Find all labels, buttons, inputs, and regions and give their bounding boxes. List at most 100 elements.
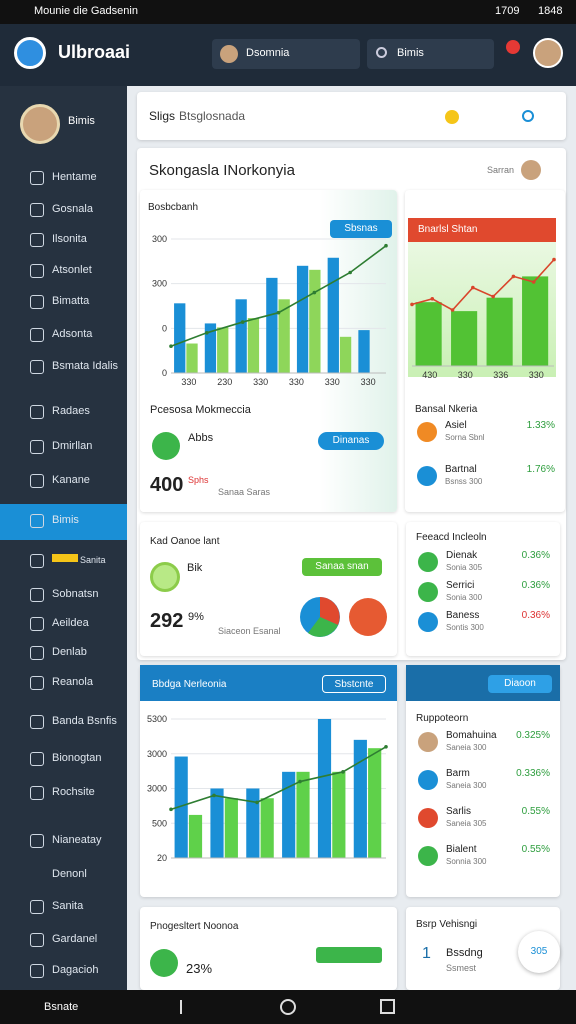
menu-icon [30, 715, 44, 729]
metric-label: Abbs [188, 432, 214, 444]
line-point [312, 290, 317, 295]
line-point [255, 800, 259, 805]
status-bar: Mounie die Gadsenin 1709 1848 [0, 0, 576, 24]
menu-icon [30, 676, 44, 690]
search-box[interactable]: Dsomnia [212, 39, 360, 69]
bar [522, 276, 549, 366]
x-tick-label: 330 [458, 370, 473, 380]
card-title: Bansal Nkeria [415, 404, 478, 415]
x-tick-label: 330 [289, 377, 304, 387]
button[interactable]: Dinanas [318, 432, 384, 450]
menu-item[interactable]: Atsonlet [52, 264, 92, 276]
recent-button[interactable] [380, 999, 395, 1014]
menu-icon [30, 440, 44, 454]
row-value: 0.55% [521, 806, 550, 817]
pie-graphic [300, 597, 387, 637]
bar [188, 814, 203, 858]
menu-icon [30, 405, 44, 419]
menu: Hentame Gosnala Ilsonita Atsonlet Bimatta Ads… [0, 86, 127, 990]
x-tick-label: 430 [422, 370, 437, 380]
button[interactable]: Sanaa snan [302, 558, 382, 576]
logo[interactable] [14, 37, 46, 69]
menu-item[interactable]: Dagacioh [52, 964, 99, 976]
row-name: Baness [446, 610, 480, 621]
user-avatar[interactable] [533, 38, 563, 68]
menu-item[interactable]: Denlab [52, 646, 87, 658]
menu-icon [30, 233, 44, 247]
rank-sub: Ssmest [446, 963, 477, 973]
trend-line [170, 746, 387, 811]
row-icon [418, 770, 438, 790]
home-button[interactable] [280, 999, 296, 1015]
pie-note: Siaceon Esanal [218, 626, 281, 636]
line-point [341, 770, 345, 774]
y-tick-label: 0 [162, 368, 167, 378]
notification[interactable] [506, 40, 520, 54]
menu-item[interactable]: Radaes [52, 405, 90, 417]
menu-item[interactable]: Adsonta [52, 328, 93, 340]
button[interactable]: Sbstcnte [322, 675, 386, 693]
menu-icon [30, 171, 44, 185]
menu-item[interactable]: Bimis [52, 514, 79, 526]
menu-item[interactable]: Gosnala [52, 203, 93, 215]
card-header: Diaoon [406, 665, 560, 701]
menu-item[interactable]: Dmirllan [52, 440, 93, 452]
icon[interactable] [445, 110, 459, 124]
back-button[interactable] [180, 1000, 192, 1014]
icon[interactable] [522, 110, 534, 122]
row-sub: Sonia 305 [446, 563, 483, 572]
menu-item[interactable]: Ilsonita [52, 233, 87, 245]
line-point [169, 344, 173, 348]
menu-item[interactable]: Nianeatay [52, 834, 102, 846]
rank-name: Bssdng [446, 947, 483, 959]
bar [415, 302, 442, 366]
list: Dienak Sonia 305 0.36% Serrici Sonia 300 0.36… [406, 550, 560, 650]
menu-item[interactable]: Banda Bsnfis [52, 715, 117, 727]
bar [235, 299, 247, 373]
card-title: Bosbcbanh [148, 202, 199, 213]
menu-icon [30, 514, 44, 528]
x-tick-label: 330 [181, 377, 196, 387]
y-tick-label: 5300 [147, 714, 167, 724]
badge[interactable]: 305 [518, 931, 560, 973]
bar [246, 788, 260, 858]
x-tick-label: 330 [325, 377, 340, 387]
x-tick-label: 330 [361, 377, 376, 387]
line-point [511, 274, 516, 279]
bar-chart: 5300 3000 3000 500 20 [147, 714, 388, 863]
card-title: Ruppoteorn [416, 713, 469, 724]
line-point [410, 302, 414, 307]
search-box[interactable]: Bimis [367, 39, 494, 69]
top-bar: Sligs Btsglosnada [137, 92, 566, 140]
menu-item[interactable]: Sobnatsn [52, 588, 99, 600]
x-tick-label: 336 [493, 370, 508, 380]
card-title: Bbdga Nerleonia [152, 679, 227, 690]
menu-item[interactable]: Bionogtan [52, 752, 102, 764]
menu-item[interactable]: Kanane [52, 474, 90, 486]
menu-item[interactable]: Aeildea [52, 617, 89, 629]
sidebar: Bimis Hentame Gosnala Ilsonita Atsonlet Bima… [0, 86, 127, 990]
row-name: Asiel [445, 420, 467, 431]
top-subtitle: Btsglosnada [179, 109, 246, 123]
line-point [552, 257, 556, 262]
menu-item[interactable]: Gardanel [52, 933, 98, 945]
menu-item[interactable]: Bimatta [52, 295, 90, 307]
menu-item[interactable]: Hentame [52, 171, 97, 183]
bar [278, 299, 290, 373]
row-sub: Saneia 305 [446, 819, 487, 828]
button[interactable]: Sbsnas [330, 220, 392, 238]
menu-item[interactable]: Bsmata Idalis [52, 360, 119, 372]
line-point [531, 280, 536, 284]
menu-item[interactable]: Sanita [80, 555, 106, 565]
menu-item[interactable]: Denonl [52, 868, 87, 880]
button[interactable]: Diaoon [488, 675, 552, 693]
progress-card: Pnogesltert Noonoa 23% [140, 907, 397, 990]
profile-avatar[interactable] [20, 104, 60, 144]
menu-item[interactable]: Rochsite [52, 786, 95, 798]
bar-chart: 430 330 336 330 [410, 257, 556, 380]
row-sub: Saneia 300 [446, 781, 487, 790]
menu-icon [30, 617, 44, 631]
card-title: Kad Oanoe lant [150, 536, 220, 547]
menu-item[interactable]: Sanita [52, 900, 84, 912]
menu-item[interactable]: Reanola [52, 676, 93, 688]
